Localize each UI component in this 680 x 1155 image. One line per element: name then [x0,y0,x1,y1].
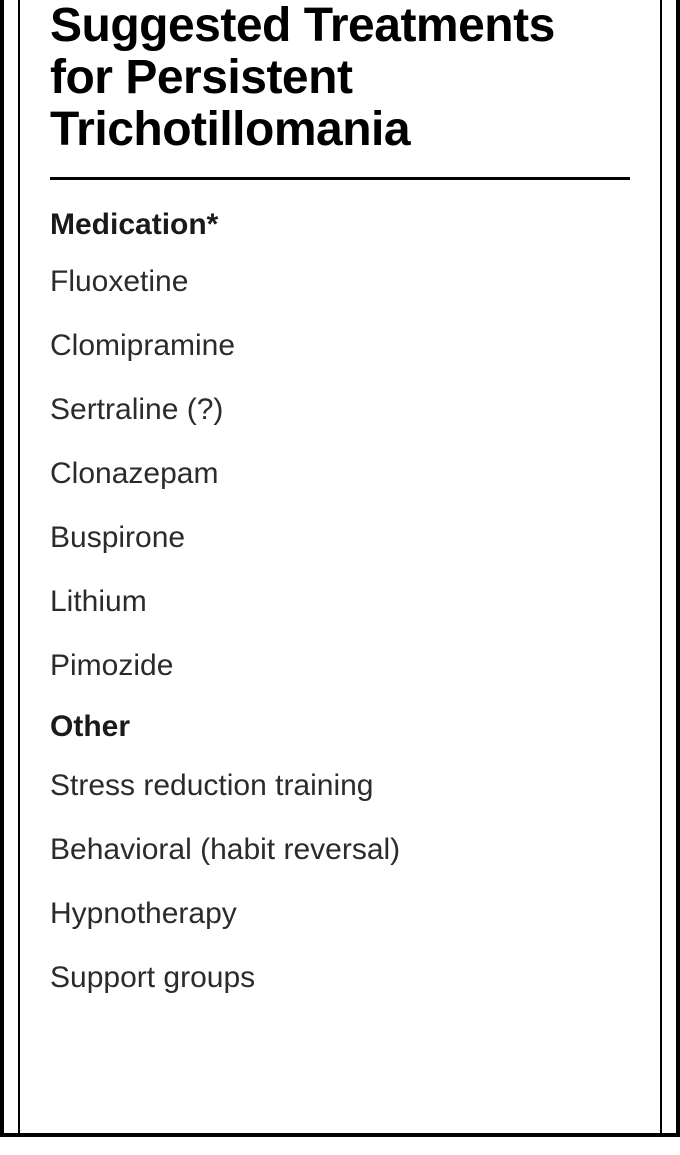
list-item: Lithium [50,584,630,620]
title-underline-rule [50,177,630,180]
list-item: Pimozide [50,648,630,684]
figure-title: Suggested Treatments for Persistent Tric… [50,0,630,155]
list-item: Hypnotherapy [50,896,630,932]
list-item: Behavioral (habit reversal) [50,832,630,868]
section-header-medication: Medication* [50,208,630,242]
outer-border-frame: FIGURE Suggested Treatments for Persiste… [0,0,680,1137]
list-item: Clonazepam [50,456,630,492]
list-item: Clomipramine [50,328,630,364]
inner-border-frame: FIGURE Suggested Treatments for Persiste… [18,0,662,1133]
list-item: Stress reduction training [50,768,630,804]
list-item: Sertraline (?) [50,392,630,428]
list-item: Buspirone [50,520,630,556]
list-item: Fluoxetine [50,264,630,300]
section-header-other: Other [50,710,630,744]
list-item: Support groups [50,960,630,996]
